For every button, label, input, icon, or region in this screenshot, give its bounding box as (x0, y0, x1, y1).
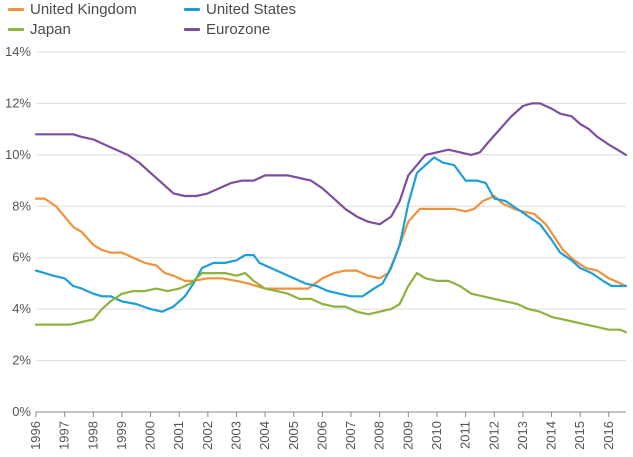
x-tick-label: 1997 (57, 421, 72, 450)
legend-label-japan: Japan (30, 21, 71, 38)
y-tick-label: 12% (5, 95, 31, 110)
y-tick-label: 6% (12, 250, 31, 265)
legend-swatch-united-states (184, 8, 200, 11)
legend-label-eurozone: Eurozone (206, 21, 271, 38)
x-tick-label: 2013 (515, 421, 530, 450)
x-tick-label: 2003 (228, 421, 243, 450)
legend-item-united-kingdom: United Kingdom (8, 1, 137, 18)
series-line-eurozone (34, 102, 628, 226)
y-tick-label: 4% (12, 301, 31, 316)
series-line-united-kingdom (34, 194, 628, 290)
x-axis: 1996 1997 1998 1999 2000 2001 2002 2003 2004 2005… (28, 411, 626, 450)
x-tick-label: 2015 (572, 421, 587, 450)
x-tick-label: 2007 (343, 421, 358, 450)
series-lines (34, 102, 628, 334)
x-tick-label: 2008 (372, 421, 387, 450)
legend-item-united-states: United States (184, 1, 296, 18)
x-tick-label: 2009 (400, 421, 415, 450)
x-tick-label: 1998 (85, 421, 100, 450)
y-tick-label: 0% (12, 404, 31, 419)
legend-label-united-states: United States (206, 1, 297, 18)
x-tick-label: 2002 (200, 421, 215, 450)
x-tick-label: 2005 (286, 421, 301, 450)
x-tick-label: 2004 (257, 421, 272, 450)
y-tick-label: 8% (12, 198, 31, 213)
legend-swatch-japan (8, 28, 24, 31)
x-tick-label: 2000 (143, 421, 158, 450)
legend-swatch-united-kingdom (8, 8, 24, 11)
gridlines (36, 51, 626, 413)
y-axis-tick-labels: 0% 2% 4% 6% 8% 10% 12% 14% (5, 44, 31, 419)
x-tick-label: 1999 (114, 421, 129, 450)
x-tick-label: 2001 (171, 421, 186, 450)
x-tick-label: 2011 (458, 421, 473, 449)
legend-item-japan: Japan (8, 21, 71, 38)
x-tick-label: 2012 (486, 421, 501, 450)
x-tick-label: 1996 (28, 421, 43, 450)
x-tick-label: 2016 (601, 421, 616, 450)
series-line-japan (34, 272, 628, 334)
y-tick-label: 14% (5, 44, 31, 59)
legend-label-united-kingdom: United Kingdom (30, 1, 137, 18)
legend-item-eurozone: Eurozone (184, 21, 270, 38)
y-tick-label: 2% (12, 353, 31, 368)
x-tick-label: 2006 (314, 421, 329, 450)
x-tick-label: 2014 (544, 421, 559, 450)
y-tick-label: 10% (5, 147, 31, 162)
series-line-united-states (34, 156, 628, 313)
x-tick-label: 2010 (429, 421, 444, 450)
legend-swatch-eurozone (184, 28, 200, 31)
